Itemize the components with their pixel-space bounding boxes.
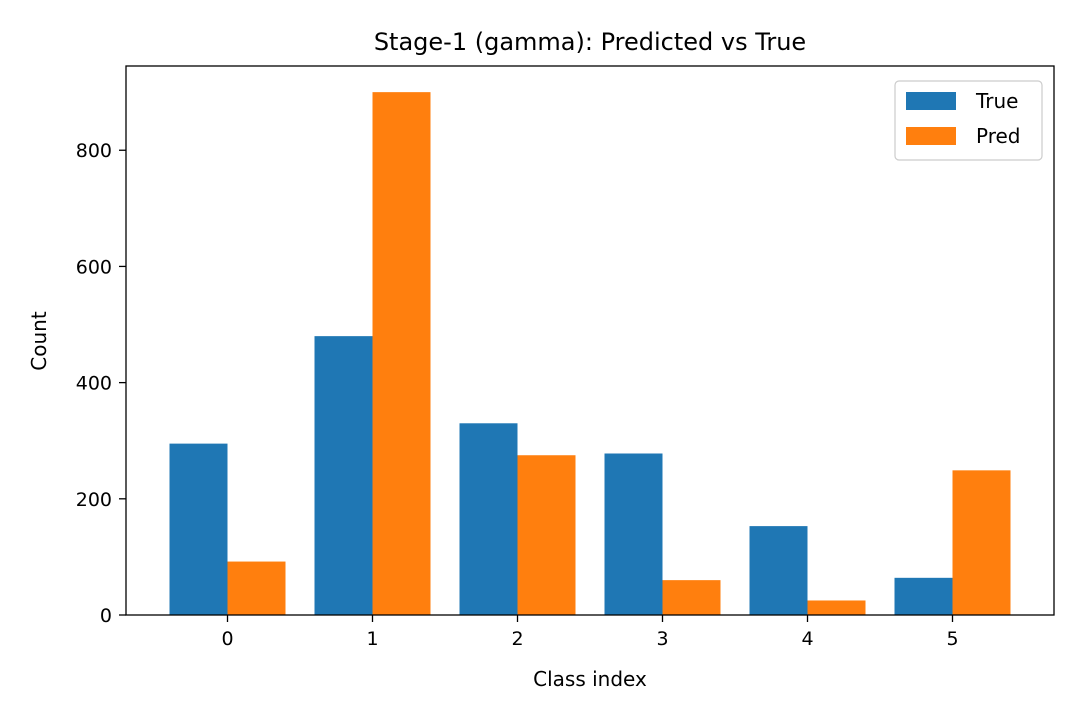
legend-swatch-true — [906, 92, 956, 110]
bar-pred-0 — [227, 561, 286, 615]
bar-true-3 — [604, 453, 663, 615]
bar-pred-1 — [372, 92, 431, 615]
legend-swatch-pred — [906, 127, 956, 145]
bar-pred-3 — [662, 580, 721, 615]
x-axis-ticks: 0 1 2 3 4 5 — [221, 615, 959, 650]
bar-true-2 — [459, 423, 518, 615]
y-tick-label: 400 — [76, 373, 112, 395]
bar-pred-2 — [517, 455, 576, 615]
legend-label-pred: Pred — [976, 124, 1021, 148]
x-tick-label: 4 — [801, 628, 813, 650]
x-tick-label: 1 — [366, 628, 378, 650]
y-tick-label: 0 — [100, 605, 112, 627]
x-tick-label: 3 — [656, 628, 668, 650]
y-tick-label: 600 — [76, 256, 112, 278]
bar-pred-4 — [807, 600, 866, 615]
bar-true-1 — [314, 336, 373, 615]
bar-true-5 — [894, 577, 953, 615]
x-tick-label: 0 — [221, 628, 233, 650]
bar-pred-5 — [952, 470, 1011, 615]
chart-title: Stage-1 (gamma): Predicted vs True — [374, 28, 806, 56]
legend-label-true: True — [975, 89, 1018, 113]
y-tick-label: 800 — [76, 140, 112, 162]
bar-true-0 — [169, 443, 228, 615]
y-axis-label: Count — [27, 311, 51, 371]
bar-true-4 — [749, 526, 808, 615]
x-axis-label: Class index — [533, 667, 647, 691]
legend: True Pred — [894, 80, 1043, 161]
x-tick-label: 2 — [511, 628, 523, 650]
y-axis-ticks: 0 200 400 600 800 — [76, 140, 126, 627]
plot-frame — [125, 65, 1055, 616]
x-tick-label: 5 — [946, 628, 958, 650]
bars-group — [169, 92, 1011, 615]
y-tick-label: 200 — [76, 489, 112, 511]
